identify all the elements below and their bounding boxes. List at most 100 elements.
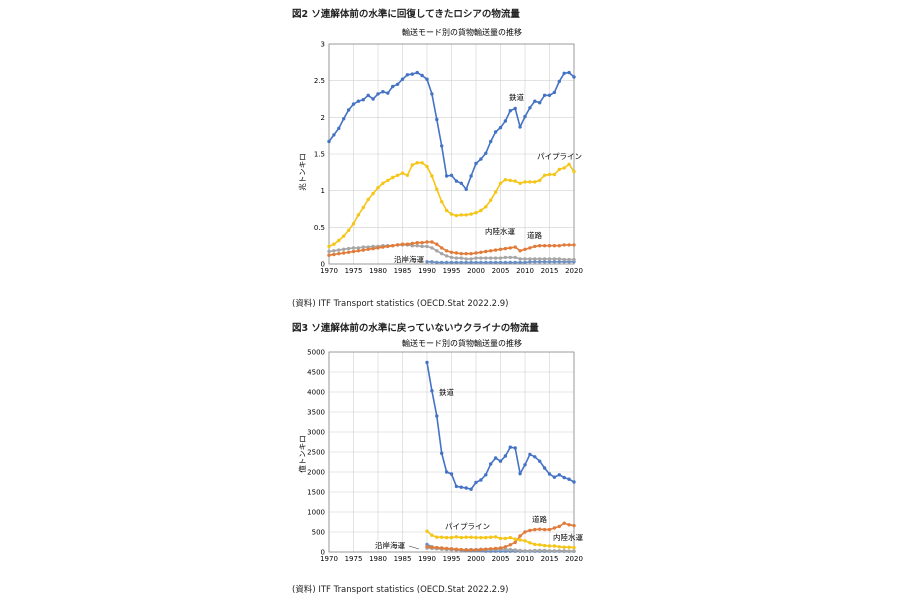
data-point-road <box>552 526 557 530</box>
data-point-rail <box>479 478 483 482</box>
y-tick-label: 3000 <box>307 429 325 437</box>
data-point-pipeline <box>547 544 552 548</box>
data-point-inland <box>523 549 527 553</box>
data-point-coastal <box>508 260 512 265</box>
x-tick-label: 1990 <box>418 555 436 563</box>
data-point-road <box>542 527 547 532</box>
data-point-pipeline <box>405 173 410 177</box>
data-point-road <box>508 543 512 547</box>
data-point-pipeline <box>464 535 468 539</box>
data-point-road <box>435 242 439 246</box>
chart-title: 輸送モード別の貨物輸送量の推移 <box>402 27 522 37</box>
data-point-road <box>386 244 390 249</box>
data-point-road <box>528 246 532 250</box>
label-road: 道路 <box>527 230 542 240</box>
x-tick-label: 1980 <box>369 267 387 275</box>
y-tick-label: 5000 <box>307 349 325 357</box>
data-point-road <box>557 524 561 529</box>
data-point-pipeline <box>484 535 488 540</box>
data-point-coastal <box>440 260 444 265</box>
data-point-road <box>547 527 552 532</box>
data-point-rail <box>542 93 547 98</box>
data-point-pipeline <box>484 205 488 209</box>
label-road: 道路 <box>532 514 547 524</box>
data-point-coastal <box>449 260 454 265</box>
data-point-road <box>513 540 517 545</box>
data-point-rail <box>533 99 537 103</box>
data-point-road <box>557 244 561 248</box>
data-point-road <box>440 546 444 550</box>
data-point-inland <box>528 549 532 553</box>
y-tick-label: 2.5 <box>314 77 325 85</box>
data-point-coastal <box>430 260 434 264</box>
data-point-road <box>327 253 331 257</box>
data-point-rail <box>498 125 503 130</box>
data-point-pipeline <box>454 213 459 218</box>
x-tick-label: 2005 <box>492 555 510 563</box>
data-point-road <box>346 250 351 254</box>
y-tick-label: 1 <box>321 187 325 195</box>
data-point-rail <box>503 454 508 458</box>
data-point-inland <box>484 256 488 260</box>
data-point-rail <box>572 75 576 79</box>
data-point-road <box>391 244 395 248</box>
data-point-coastal <box>425 260 429 264</box>
data-point-rail <box>528 106 532 110</box>
data-point-road <box>484 547 488 551</box>
figure3-title: 図3 ソ連解体前の水準に戻っていないウクライナの物流量 <box>292 323 539 334</box>
data-point-road <box>533 244 537 249</box>
data-point-inland <box>547 549 552 553</box>
data-point-pipeline <box>391 175 395 180</box>
data-point-pipeline <box>444 208 449 213</box>
data-point-road <box>449 547 454 551</box>
data-point-rail <box>547 93 552 98</box>
data-point-rail <box>567 70 571 75</box>
data-point-pipeline <box>557 167 561 172</box>
axes: 0 500 1000 1500 2000 2500 3000 3500 4000 4500 5000… <box>307 349 583 564</box>
data-point-pipeline <box>454 535 459 539</box>
data-point-road <box>498 247 503 251</box>
data-point-road <box>518 534 522 538</box>
data-point-pipeline <box>327 244 331 249</box>
chart-title: 輸送モード別の貨物輸送量の推移 <box>402 338 522 348</box>
data-point-road <box>562 521 566 525</box>
plot-frame <box>328 351 575 553</box>
data-point-road <box>479 250 483 254</box>
data-point-pipeline <box>493 535 498 539</box>
data-point-road <box>415 241 419 245</box>
data-point-pipeline <box>425 164 429 169</box>
y-tick-label: 2 <box>321 114 325 122</box>
data-point-road <box>425 545 429 549</box>
data-point-inland <box>430 246 434 250</box>
data-point-road <box>430 545 434 549</box>
data-point-road <box>469 252 473 256</box>
data-point-rail <box>430 389 434 393</box>
data-point-inland <box>474 256 478 260</box>
y-axis-label: 兆トンキロ <box>297 153 307 191</box>
data-point-inland <box>454 256 459 260</box>
data-point-road <box>440 246 444 250</box>
data-point-pipeline <box>518 538 522 542</box>
data-point-road <box>489 249 493 253</box>
data-point-road <box>351 249 356 254</box>
data-point-pipeline <box>518 181 522 185</box>
data-point-rail <box>371 97 375 101</box>
data-point-inland <box>567 549 571 553</box>
data-point-inland <box>342 247 346 251</box>
data-point-road <box>366 247 370 251</box>
data-point-coastal <box>484 260 488 265</box>
data-point-pipeline <box>572 169 576 174</box>
data-point-inland <box>503 255 508 260</box>
data-point-rail <box>346 108 351 112</box>
data-point-inland <box>444 254 449 258</box>
data-point-inland <box>533 548 537 553</box>
data-point-pipeline <box>444 535 449 540</box>
data-point-inland <box>498 256 503 260</box>
data-point-rail <box>484 151 488 155</box>
data-point-pipeline <box>342 234 346 238</box>
data-point-road <box>567 523 571 527</box>
data-point-pipeline <box>371 191 375 196</box>
data-point-rail <box>356 99 361 103</box>
data-point-rail <box>523 114 527 119</box>
data-point-rail <box>498 459 503 463</box>
